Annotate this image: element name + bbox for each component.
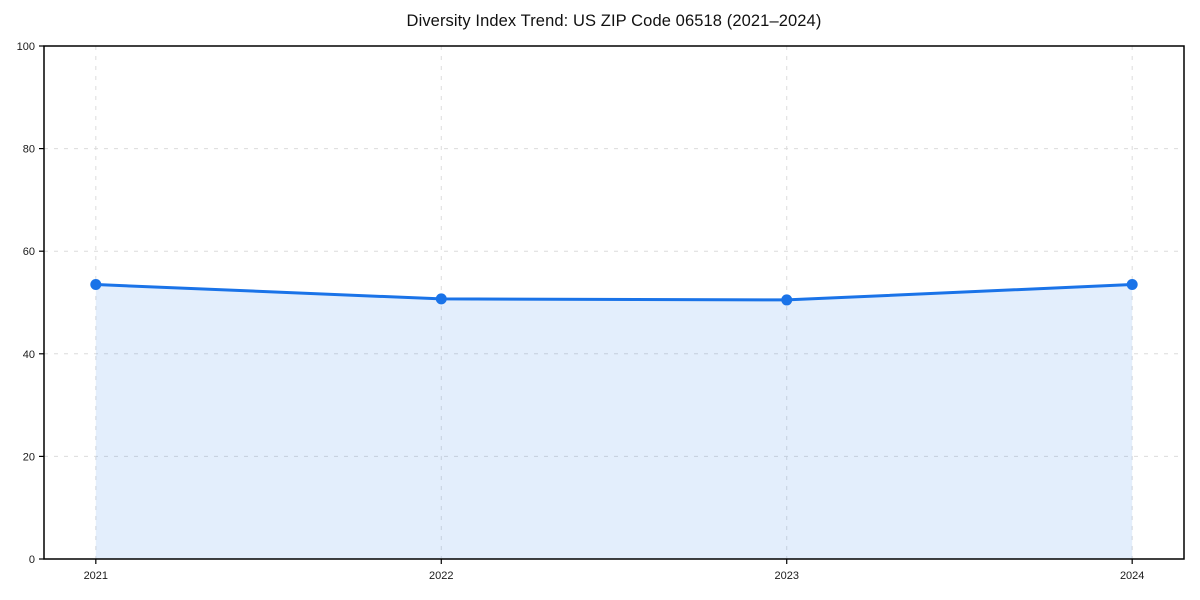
data-point-2023 [781, 294, 793, 306]
trend-line [94, 283, 1134, 302]
chart-title: Diversity Index Trend: US ZIP Code 06518… [406, 12, 822, 30]
y-axis-tick-label-0: 0 [29, 554, 35, 566]
x-axis-tick-label-2021: 2021 [84, 570, 108, 582]
y-axis-tick-label-20: 20 [23, 451, 35, 463]
data-point-2022 [435, 293, 447, 305]
data-point-2024 [1126, 279, 1138, 291]
area-fill [95, 284, 1133, 559]
y-axis-tick-label-40: 40 [23, 349, 35, 361]
y-axis-tick-label-60: 60 [23, 246, 35, 258]
plot-border [43, 45, 1185, 560]
data-point-2021 [90, 279, 102, 291]
y-axis-tick-label-80: 80 [23, 144, 35, 156]
x-axis-tick-label-2023: 2023 [774, 570, 798, 582]
y-axis-tick-label-100: 100 [17, 41, 35, 53]
x-axis-tick-label-2024: 2024 [1120, 570, 1144, 582]
x-axis-tick-label-2022: 2022 [429, 570, 453, 582]
